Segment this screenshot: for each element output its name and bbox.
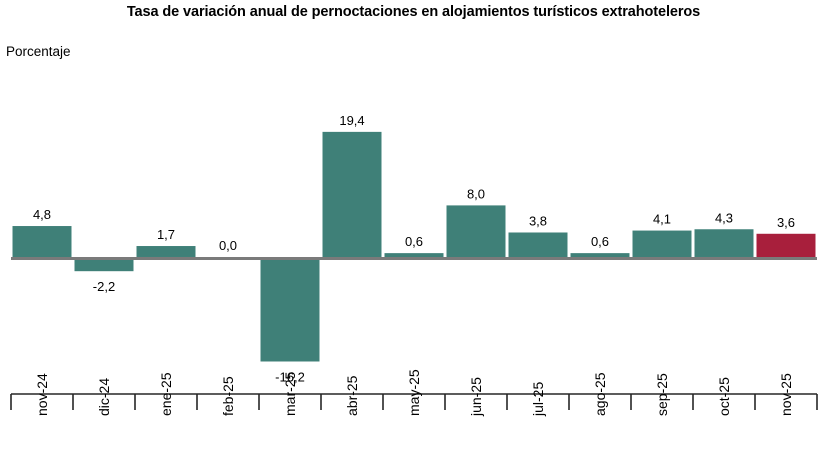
x-tick-label-jul-25: jul-25: [530, 382, 546, 417]
bar-nov-25: [756, 233, 816, 257]
bar-jun-25: [446, 205, 506, 257]
chart-title: Tasa de variación anual de pernoctacione…: [126, 4, 701, 20]
data-label-sep-25: 4,1: [653, 212, 671, 227]
x-tick-label-nov-24: nov-24: [34, 373, 50, 416]
bar-abr-25: [322, 131, 382, 257]
x-tick-label-oct-25: oct-25: [716, 377, 732, 416]
bar-dic-24: [74, 257, 134, 272]
x-tick-label-ago-25: ago-25: [592, 372, 608, 416]
x-tick-label-feb-25: feb-25: [220, 376, 236, 416]
x-tick-label-mar-25: mar-25: [282, 371, 298, 416]
data-label-abr-25: 19,4: [339, 113, 364, 128]
data-label-jun-25: 8,0: [467, 186, 485, 201]
bar-sep-25: [632, 230, 692, 257]
data-label-dic-24: -2,2: [93, 279, 115, 294]
data-label-ago-25: 0,6: [591, 234, 609, 249]
bar-oct-25: [694, 229, 754, 257]
x-tick-label-may-25: may-25: [406, 369, 422, 416]
chart-subtitle-porcentaje: Porcentaje: [6, 44, 71, 59]
data-label-mar-25: -16,2: [275, 369, 305, 384]
x-tick-label-jun-25: jun-25: [468, 377, 484, 417]
x-tick-label-ene-25: ene-25: [158, 372, 174, 416]
bar-may-25: [384, 253, 444, 257]
data-label-jul-25: 3,8: [529, 213, 547, 228]
x-axis: [10, 393, 818, 410]
bar-nov-24: [12, 226, 72, 257]
bar-ene-25: [136, 246, 196, 257]
x-tick-label-dic-24: dic-24: [96, 378, 112, 416]
x-tick-label-nov-25: nov-25: [778, 373, 794, 416]
data-label-feb-25: 0,0: [219, 238, 237, 253]
bar-jul-25: [508, 232, 568, 257]
data-label-nov-24: 4,8: [33, 207, 51, 222]
data-label-may-25: 0,6: [405, 234, 423, 249]
data-label-nov-25: 3,6: [777, 215, 795, 230]
bar-mar-25: [260, 257, 320, 362]
x-tick-label-sep-25: sep-25: [654, 373, 670, 416]
data-label-ene-25: 1,7: [157, 227, 175, 242]
data-label-oct-25: 4,3: [715, 210, 733, 225]
bar-ago-25: [570, 253, 630, 257]
x-tick-label-abr-25: abr-25: [344, 375, 360, 416]
